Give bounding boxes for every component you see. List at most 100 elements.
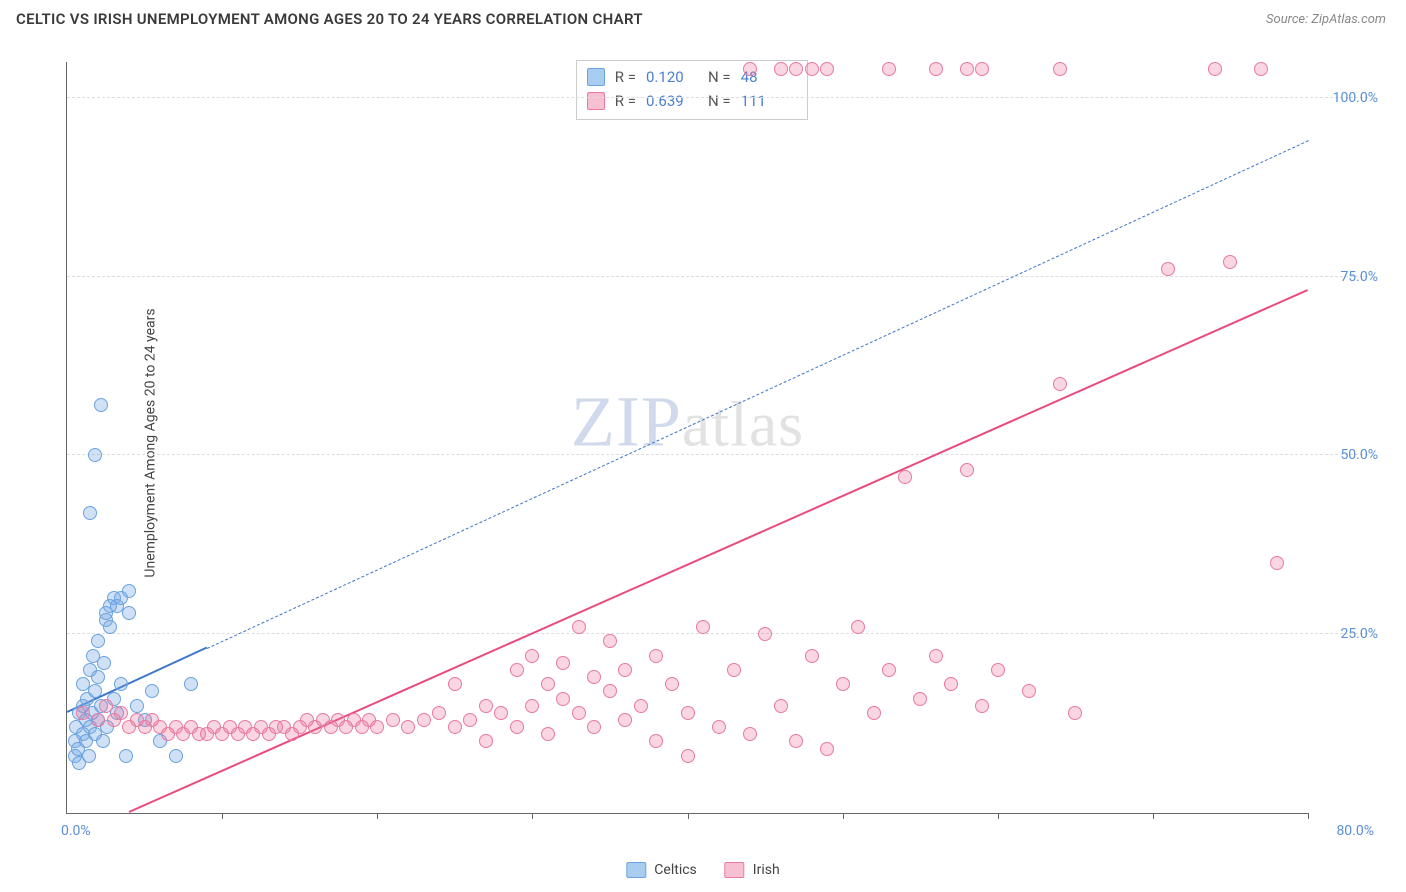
data-point [774, 699, 788, 713]
y-tick-label: 25.0% [1340, 626, 1378, 642]
data-point [114, 706, 128, 720]
legend-swatch-icon [626, 862, 646, 878]
data-point [114, 677, 128, 691]
legend-label: Irish [753, 862, 780, 878]
data-point [727, 663, 741, 677]
data-point [649, 734, 663, 748]
legend-item: Irish [725, 862, 780, 878]
source-credit: Source: ZipAtlas.com [1266, 12, 1386, 27]
regression-line [206, 140, 1308, 649]
chart-header: CELTIC VS IRISH UNEMPLOYMENT AMONG AGES … [0, 0, 1406, 34]
data-point [649, 649, 663, 663]
data-point [572, 706, 586, 720]
data-point [97, 656, 111, 670]
regression-line [129, 289, 1309, 813]
data-point [898, 470, 912, 484]
data-point [805, 62, 819, 76]
data-point [1068, 706, 1082, 720]
stats-n-label: N = [708, 65, 731, 89]
data-point [712, 720, 726, 734]
chart-title: CELTIC VS IRISH UNEMPLOYMENT AMONG AGES … [16, 10, 643, 28]
data-point [789, 734, 803, 748]
x-tick [843, 813, 844, 819]
plot-region: ZIPatlas R = 0.120N = 48R = 0.639N = 111… [66, 62, 1308, 814]
y-tick-label: 100.0% [1333, 90, 1378, 106]
data-point [91, 713, 105, 727]
stats-row: R = 0.120N = 48 [587, 65, 793, 89]
stats-row: R = 0.639N = 111 [587, 89, 793, 113]
series-legend: Celtics Irish [626, 862, 779, 878]
gridline [67, 454, 1368, 455]
watermark: ZIPatlas [571, 381, 804, 464]
data-point [1223, 255, 1237, 269]
x-max-label: 80.0% [1336, 823, 1374, 839]
data-point [696, 620, 710, 634]
data-point [494, 706, 508, 720]
x-tick [1308, 813, 1309, 819]
data-point [618, 663, 632, 677]
data-point [743, 62, 757, 76]
data-point [805, 649, 819, 663]
data-point [88, 684, 102, 698]
data-point [587, 720, 601, 734]
stats-n-label: N = [708, 89, 731, 113]
data-point [556, 656, 570, 670]
data-point [1161, 262, 1175, 276]
data-point [572, 620, 586, 634]
data-point [541, 727, 555, 741]
data-point [587, 670, 601, 684]
data-point [432, 706, 446, 720]
data-point [96, 734, 110, 748]
data-point [556, 692, 570, 706]
data-point [774, 62, 788, 76]
gridline [67, 97, 1368, 98]
x-tick [532, 813, 533, 819]
data-point [882, 663, 896, 677]
legend-item: Celtics [626, 862, 696, 878]
data-point [820, 742, 834, 756]
y-tick-label: 75.0% [1340, 269, 1378, 285]
data-point [836, 677, 850, 691]
data-point [789, 62, 803, 76]
data-point [145, 684, 159, 698]
data-point [1270, 556, 1284, 570]
data-point [603, 684, 617, 698]
stats-r-label: R = [615, 89, 636, 113]
data-point [1022, 684, 1036, 698]
data-point [130, 699, 144, 713]
y-tick-label: 50.0% [1340, 447, 1378, 463]
x-tick [688, 813, 689, 819]
data-point [820, 62, 834, 76]
data-point [681, 749, 695, 763]
stats-r-value: 0.120 [646, 65, 698, 89]
data-point [510, 663, 524, 677]
data-point [525, 699, 539, 713]
x-tick [377, 813, 378, 819]
data-point [960, 463, 974, 477]
data-point [758, 627, 772, 641]
data-point [91, 670, 105, 684]
x-tick [222, 813, 223, 819]
stats-swatch-icon [587, 68, 605, 86]
x-min-label: 0.0% [61, 823, 91, 839]
data-point [1208, 62, 1222, 76]
data-point [83, 506, 97, 520]
data-point [975, 62, 989, 76]
data-point [913, 692, 927, 706]
data-point [929, 649, 943, 663]
data-point [184, 677, 198, 691]
data-point [525, 649, 539, 663]
data-point [1053, 62, 1067, 76]
stats-r-label: R = [615, 65, 636, 89]
data-point [681, 706, 695, 720]
data-point [76, 706, 90, 720]
data-point [479, 699, 493, 713]
data-point [867, 706, 881, 720]
stats-n-value: 111 [741, 89, 793, 113]
data-point [91, 634, 105, 648]
data-point [114, 591, 128, 605]
data-point [991, 663, 1005, 677]
data-point [479, 734, 493, 748]
data-point [401, 720, 415, 734]
data-point [929, 62, 943, 76]
